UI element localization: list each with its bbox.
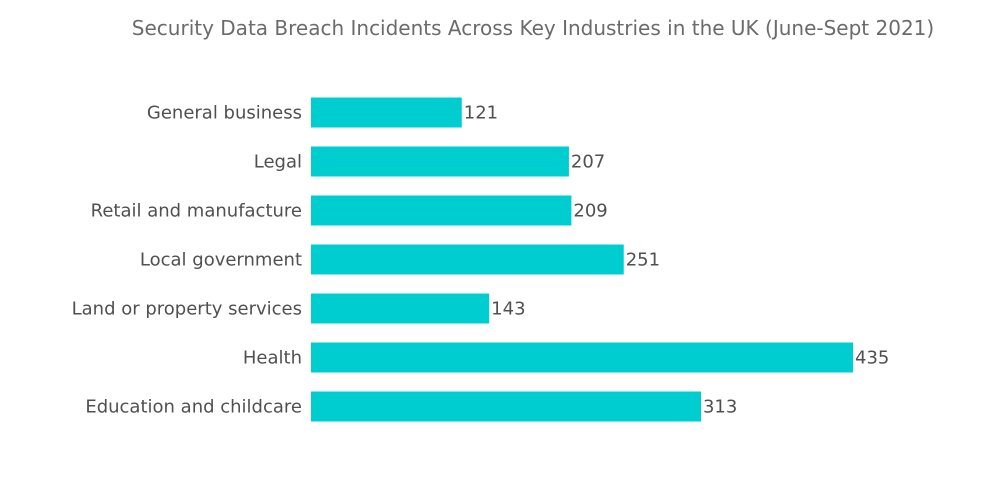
bar [311, 244, 624, 275]
category-label: Land or property services [72, 299, 302, 320]
bar-group: Legal 207 [254, 146, 605, 177]
bar [311, 342, 853, 373]
category-label: General business [147, 103, 302, 124]
bar [311, 146, 569, 177]
data-label: 209 [573, 201, 607, 222]
bar-group: Education and childcare 313 [85, 391, 737, 422]
bar [311, 195, 572, 226]
bar-group: Local government 251 [140, 244, 660, 275]
bar-group: Land or property services 143 [72, 293, 526, 324]
category-label: Education and childcare [85, 397, 302, 418]
category-label: Local government [140, 250, 302, 271]
bar-group: Health 435 [243, 342, 889, 373]
category-label: Health [243, 348, 302, 369]
bars-layer: General business 121 Legal 207 Retail and ma… [72, 97, 889, 422]
category-label: Retail and manufacture [91, 201, 302, 222]
data-label: 143 [491, 299, 525, 320]
data-label: 313 [703, 397, 737, 418]
bar-group: Retail and manufacture 209 [91, 195, 608, 226]
data-label: 251 [626, 250, 660, 271]
bar [311, 97, 462, 128]
data-label: 121 [464, 103, 498, 124]
category-label: Legal [254, 152, 302, 173]
chart-title: Security Data Breach Incidents Across Ke… [131, 16, 935, 40]
bar-group: General business 121 [147, 97, 498, 128]
bar [311, 391, 701, 422]
bar [311, 293, 490, 324]
data-label: 435 [855, 348, 889, 369]
data-label: 207 [571, 152, 605, 173]
